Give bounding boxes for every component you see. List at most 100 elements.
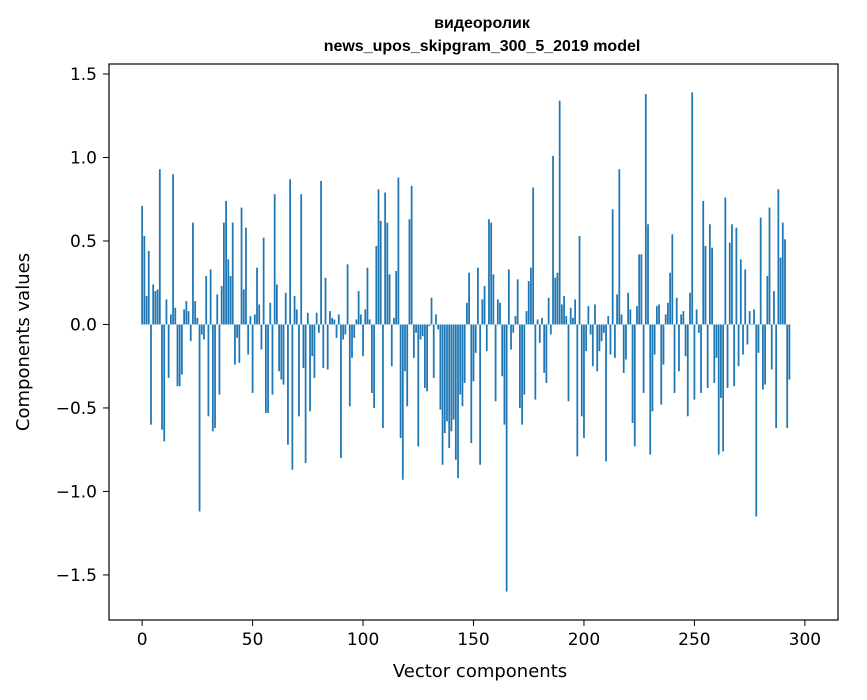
bar: [282, 324, 285, 385]
bar: [419, 324, 422, 340]
bar: [271, 324, 274, 395]
bar: [399, 324, 402, 439]
bar: [200, 324, 203, 335]
bar: [587, 306, 590, 325]
bar: [309, 324, 311, 412]
y-tick-label: 0.0: [70, 315, 97, 335]
x-tick-label: 50: [242, 630, 264, 650]
bar: [218, 324, 221, 395]
bar: [739, 259, 742, 325]
bar: [658, 304, 660, 325]
bar: [273, 194, 276, 325]
bar: [315, 312, 318, 325]
bar: [530, 267, 532, 325]
bar: [147, 251, 150, 325]
bar: [609, 324, 612, 355]
bar: [786, 324, 789, 428]
bar: [357, 291, 360, 325]
bar: [278, 324, 280, 372]
bar: [611, 209, 614, 325]
bar: [322, 324, 325, 368]
bar: [496, 299, 499, 325]
bar: [567, 324, 570, 402]
bar: [181, 324, 183, 375]
bar: [680, 314, 683, 325]
bar: [366, 267, 369, 325]
bar: [320, 180, 322, 325]
bar: [311, 324, 314, 357]
bar: [329, 311, 331, 325]
bar: [390, 324, 393, 367]
bar: [766, 276, 769, 325]
bar: [295, 309, 298, 325]
bar: [779, 257, 782, 325]
bar: [737, 324, 740, 367]
bar: [523, 324, 526, 395]
bar: [205, 276, 208, 325]
bar: [364, 309, 367, 325]
bar: [192, 222, 194, 325]
bar: [655, 306, 658, 325]
bar: [702, 200, 705, 325]
bar: [622, 324, 625, 373]
bar: [287, 324, 289, 445]
bar: [565, 316, 568, 325]
y-axis-label: Components values: [13, 253, 34, 431]
bar: [220, 286, 223, 325]
bar: [483, 286, 486, 325]
bar: [494, 324, 497, 402]
bar: [538, 324, 541, 343]
bar: [662, 324, 665, 365]
bar: [788, 324, 791, 380]
bar: [240, 207, 243, 325]
bar: [461, 324, 464, 407]
bar: [222, 222, 225, 325]
bar: [602, 324, 605, 333]
bar: [324, 277, 327, 325]
bar: [300, 194, 303, 325]
bar: [722, 324, 725, 452]
bar: [576, 324, 579, 457]
bar: [251, 324, 254, 393]
bar: [393, 317, 395, 325]
bar: [715, 324, 718, 358]
bar: [280, 324, 283, 380]
bar: [194, 301, 197, 325]
bar: [269, 302, 272, 325]
bar: [236, 324, 239, 338]
bar: [437, 324, 440, 330]
bar: [291, 324, 294, 470]
bar: [262, 237, 265, 325]
bar: [651, 324, 654, 412]
bar: [541, 317, 543, 325]
bar: [708, 224, 711, 325]
bar: [141, 205, 144, 325]
bar: [178, 324, 181, 387]
chart-title-line2: news_upos_skipgram_300_5_2019 model: [324, 38, 641, 55]
bar: [158, 169, 161, 325]
bar: [247, 324, 250, 355]
bar: [724, 197, 727, 325]
bar: [773, 291, 775, 325]
x-tick-label: 250: [678, 630, 710, 650]
bar: [503, 324, 506, 425]
bar: [572, 317, 574, 325]
bar: [775, 324, 778, 428]
bar: [591, 324, 594, 367]
bar: [145, 296, 148, 325]
bar: [563, 296, 565, 325]
bar: [379, 220, 382, 325]
bar: [744, 269, 747, 325]
bar: [479, 324, 482, 465]
x-tick-label: 300: [789, 630, 821, 650]
bar: [238, 324, 241, 363]
bar: [717, 324, 720, 455]
bar: [644, 94, 647, 325]
bar: [512, 324, 515, 333]
bar: [468, 272, 470, 325]
bar: [264, 324, 267, 413]
bar: [521, 324, 523, 425]
bar: [693, 324, 696, 400]
y-tick-label: −1.0: [56, 482, 97, 502]
